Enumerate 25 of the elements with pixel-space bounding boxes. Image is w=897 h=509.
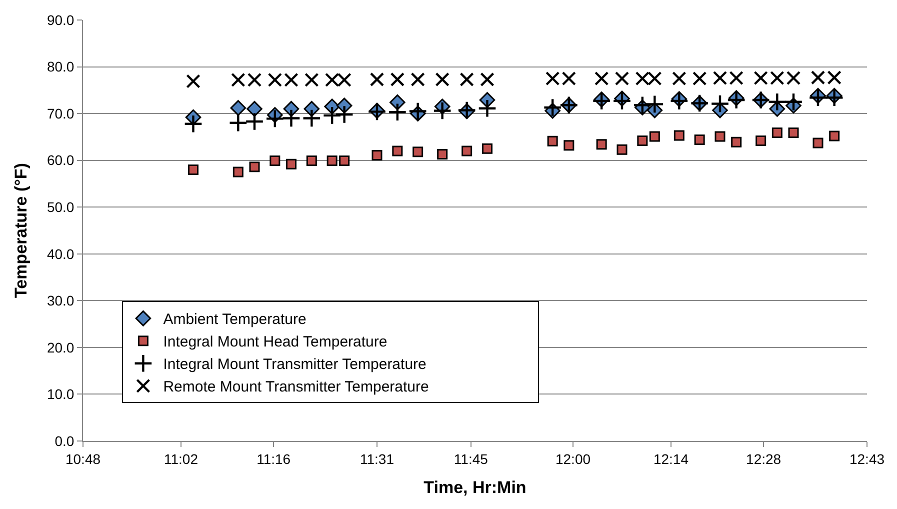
x-tick-label: 12:43 [849,450,885,467]
legend-label: Remote Mount Transmitter Temperature [163,378,429,396]
y-tick-label: 50.0 [46,199,74,216]
y-tick-label: 70.0 [46,105,74,122]
y-tick-label: 40.0 [46,246,74,262]
x-tick-label: 11:45 [454,450,488,467]
legend-label: Integral Mount Transmitter Temperature [163,356,426,374]
y-tick-label: 10.0 [46,386,74,402]
y-tick-label: 20.0 [46,339,74,356]
y-tick-label: 90.0 [46,12,74,28]
x-tick-label: 11:16 [256,450,291,467]
legend-label: Ambient Temperature [163,311,306,328]
x-tick-label: 11:02 [164,450,198,467]
y-tick-label: 80.0 [46,58,74,75]
x-axis-title: Time, Hr:Min [424,478,526,498]
y-tick-label: 30.0 [46,292,74,309]
y-tick-label: 60.0 [46,152,74,168]
x-tick-label: 10:48 [65,450,101,467]
y-axis-title: Temperature (°F) [12,163,30,298]
x-tick-label: 12:00 [555,450,591,467]
x-tick-label: 11:31 [360,450,394,467]
y-tick-label: 0.0 [54,432,74,449]
x-tick-label: 12:28 [746,450,782,467]
legend-label: Integral Mount Head Temperature [163,334,388,351]
x-tick-label: 12:14 [653,450,689,467]
